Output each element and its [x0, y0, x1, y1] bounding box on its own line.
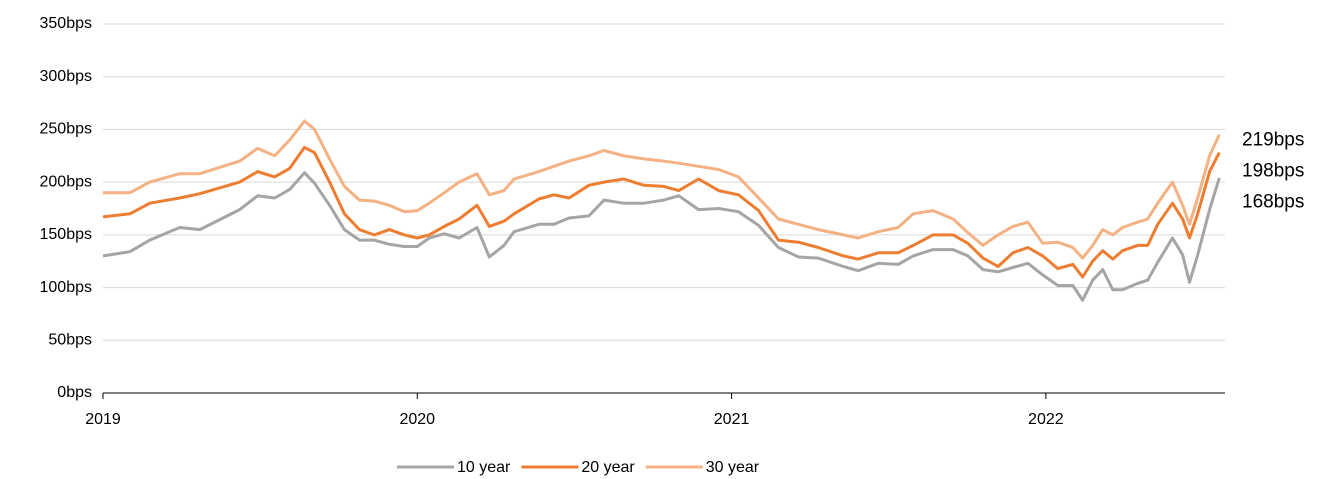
- series-line: [102, 145, 1221, 279]
- end-label: 219bps: [1242, 130, 1304, 151]
- x-tick-label: 2021: [714, 411, 750, 428]
- y-tick-label: 300bps: [40, 68, 93, 85]
- y-tick-label: 0bps: [57, 384, 92, 401]
- series-line: [103, 119, 1221, 260]
- y-tick-label: 250bps: [40, 121, 93, 138]
- legend-label: 10 year: [457, 459, 511, 476]
- x-tick-label: 2019: [85, 411, 121, 428]
- x-tick-label: 2020: [399, 411, 435, 428]
- y-tick-label: 100bps: [40, 279, 93, 296]
- end-label: 198bps: [1242, 161, 1304, 182]
- end-label: 168bps: [1242, 192, 1304, 213]
- y-tick-label: 350bps: [40, 15, 93, 32]
- y-tick-label: 200bps: [40, 173, 93, 190]
- series-line: [102, 171, 1221, 302]
- legend-label: 20 year: [581, 459, 635, 476]
- x-tick-label: 2022: [1028, 411, 1064, 428]
- y-tick-label: 50bps: [48, 332, 92, 349]
- legend-label: 30 year: [706, 459, 760, 476]
- y-tick-label: 150bps: [40, 226, 93, 243]
